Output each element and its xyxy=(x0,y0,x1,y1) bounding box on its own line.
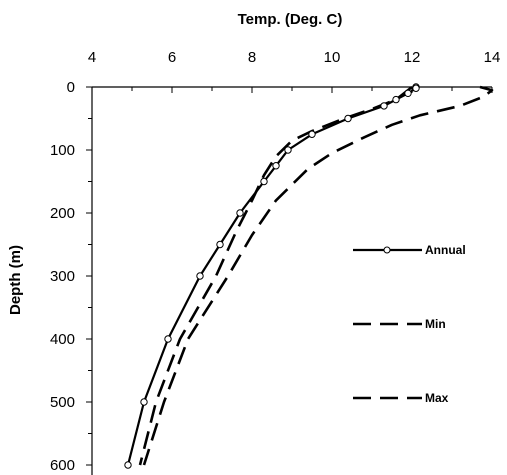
y-axis-title: Depth (m) xyxy=(7,245,24,315)
legend-marker-annual xyxy=(383,246,391,254)
data-point-annual xyxy=(236,209,244,217)
data-point-annual xyxy=(124,461,132,469)
data-point-annual xyxy=(260,177,268,186)
y-tick-label: 600 xyxy=(50,457,75,474)
x-tick-label: 4 xyxy=(88,49,96,66)
data-point-annual xyxy=(272,162,280,170)
series-line-annual xyxy=(126,87,418,466)
data-point-annual xyxy=(344,114,352,123)
series-lines xyxy=(126,85,494,466)
data-point-annual xyxy=(308,130,316,138)
x-tick-label: 12 xyxy=(404,49,421,66)
x-tick-label: 6 xyxy=(168,49,176,66)
x-tick-label: 14 xyxy=(484,49,501,66)
data-point-annual xyxy=(412,84,420,92)
data-point-annual xyxy=(392,95,400,104)
x-tick-label: 8 xyxy=(248,49,256,66)
data-point-annual xyxy=(380,102,388,110)
data-point-annual xyxy=(164,335,172,343)
series-line-min xyxy=(138,85,413,466)
legend: Annual Min Max xyxy=(353,243,466,405)
data-point-annual xyxy=(216,240,224,249)
y-tick-label: 0 xyxy=(67,79,75,96)
y-tick-label: 200 xyxy=(50,205,75,222)
data-point-annual xyxy=(404,89,412,98)
series-markers xyxy=(124,83,420,469)
y-tick-label: 400 xyxy=(50,331,75,348)
data-point-annual xyxy=(284,146,292,154)
legend-label-annual: Annual xyxy=(425,243,466,257)
data-point-annual xyxy=(196,272,204,280)
data-point-annual xyxy=(140,398,148,406)
y-tick-label: 100 xyxy=(50,142,75,159)
legend-label-min: Min xyxy=(425,317,446,331)
series-line-max xyxy=(142,85,494,466)
y-tick-label: 500 xyxy=(50,394,75,411)
y-tick-labels: 0 100 200 300 400 500 600 xyxy=(50,79,75,474)
x-axis-title: Temp. (Deg. C) xyxy=(238,11,343,28)
x-tick-label: 10 xyxy=(324,49,341,66)
x-tick-labels: 4 6 8 10 12 14 xyxy=(88,49,501,66)
legend-label-max: Max xyxy=(425,391,449,405)
y-tick-label: 300 xyxy=(50,268,75,285)
